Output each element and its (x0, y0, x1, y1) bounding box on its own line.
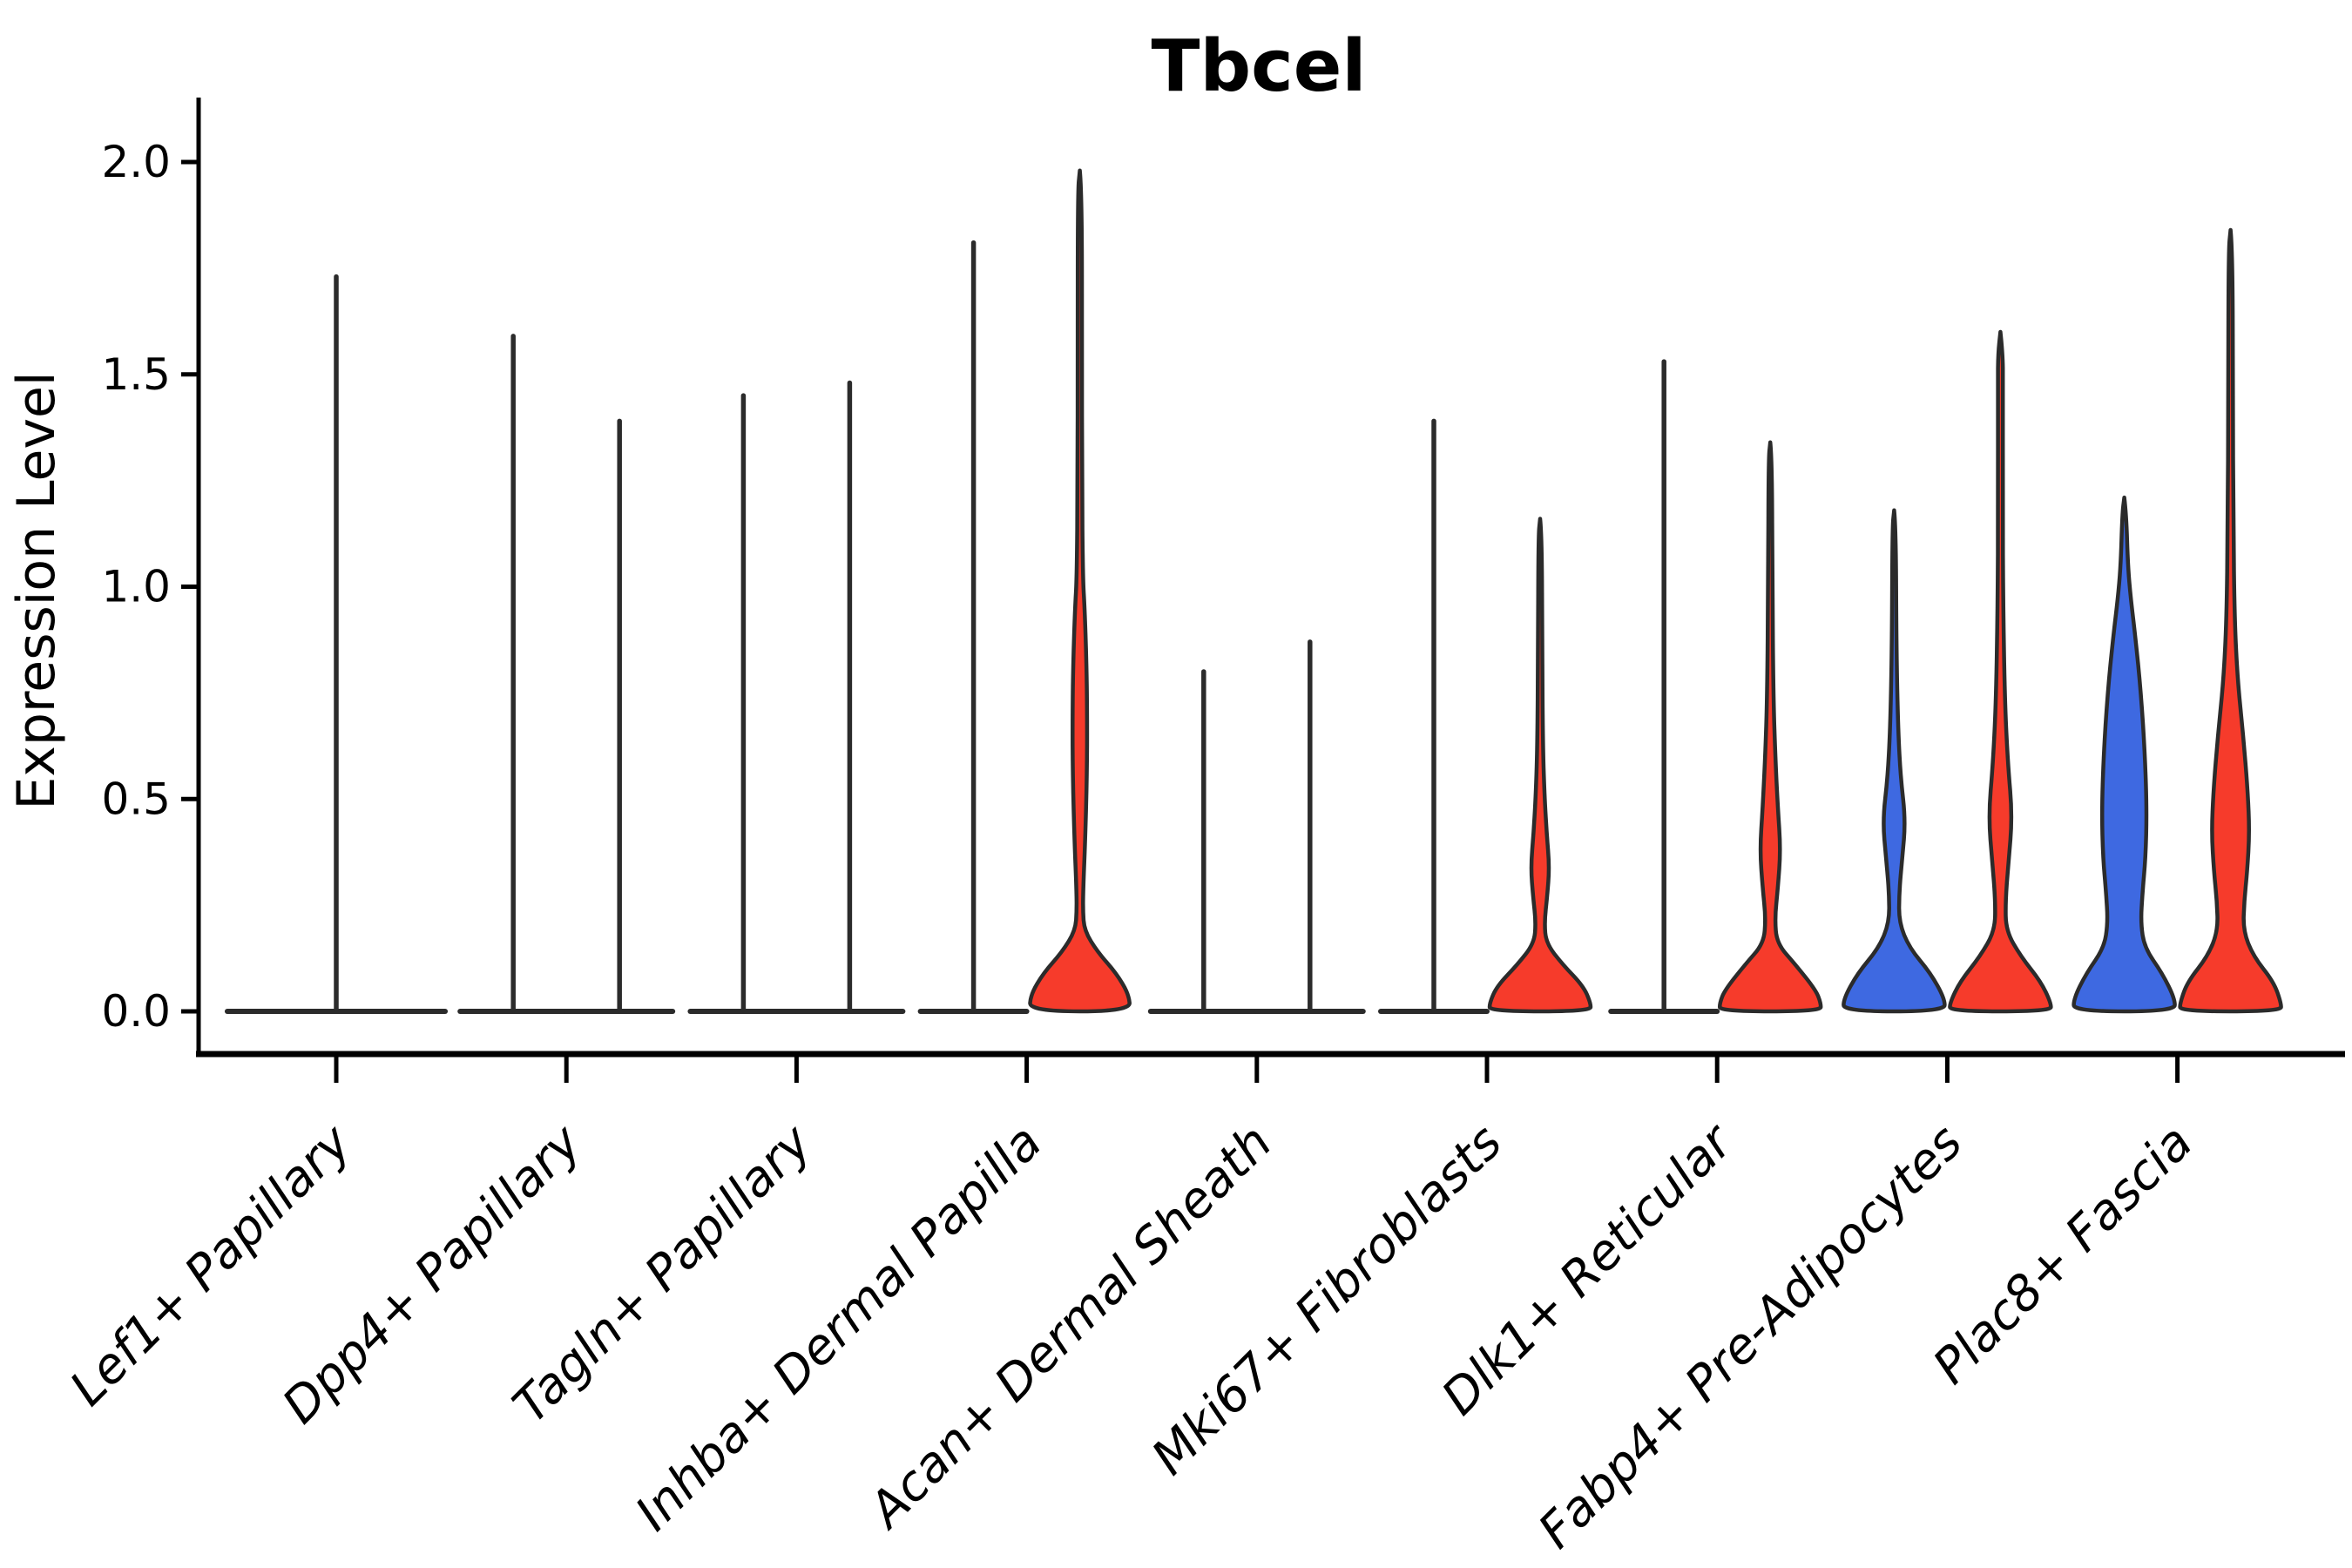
y-tick-label: 0.0 (101, 986, 171, 1037)
violin-dlk1-reticular-right (1717, 440, 1823, 1014)
violin-plac8-fascia-left (2072, 495, 2177, 1014)
y-axis-label: Expression Level (6, 371, 67, 809)
violin-fabp4-pre-adipocytes-left (1842, 508, 1947, 1014)
y-tick-label: 1.0 (101, 562, 171, 612)
violin-mki67-fibroblasts-right (1487, 517, 1593, 1014)
y-tick-label: 0.5 (101, 774, 171, 824)
y-tick-label: 1.5 (101, 349, 171, 400)
violin-fabp4-pre-adipocytes-right (1948, 329, 2053, 1014)
violin-inhba-dermal-papilla-right (1028, 168, 1132, 1014)
chart-title: Tbcel (1152, 25, 1367, 108)
y-tick-label: 2.0 (101, 137, 171, 187)
violins-layer (224, 168, 2283, 1014)
violin-plac8-fascia-right (2178, 227, 2283, 1014)
